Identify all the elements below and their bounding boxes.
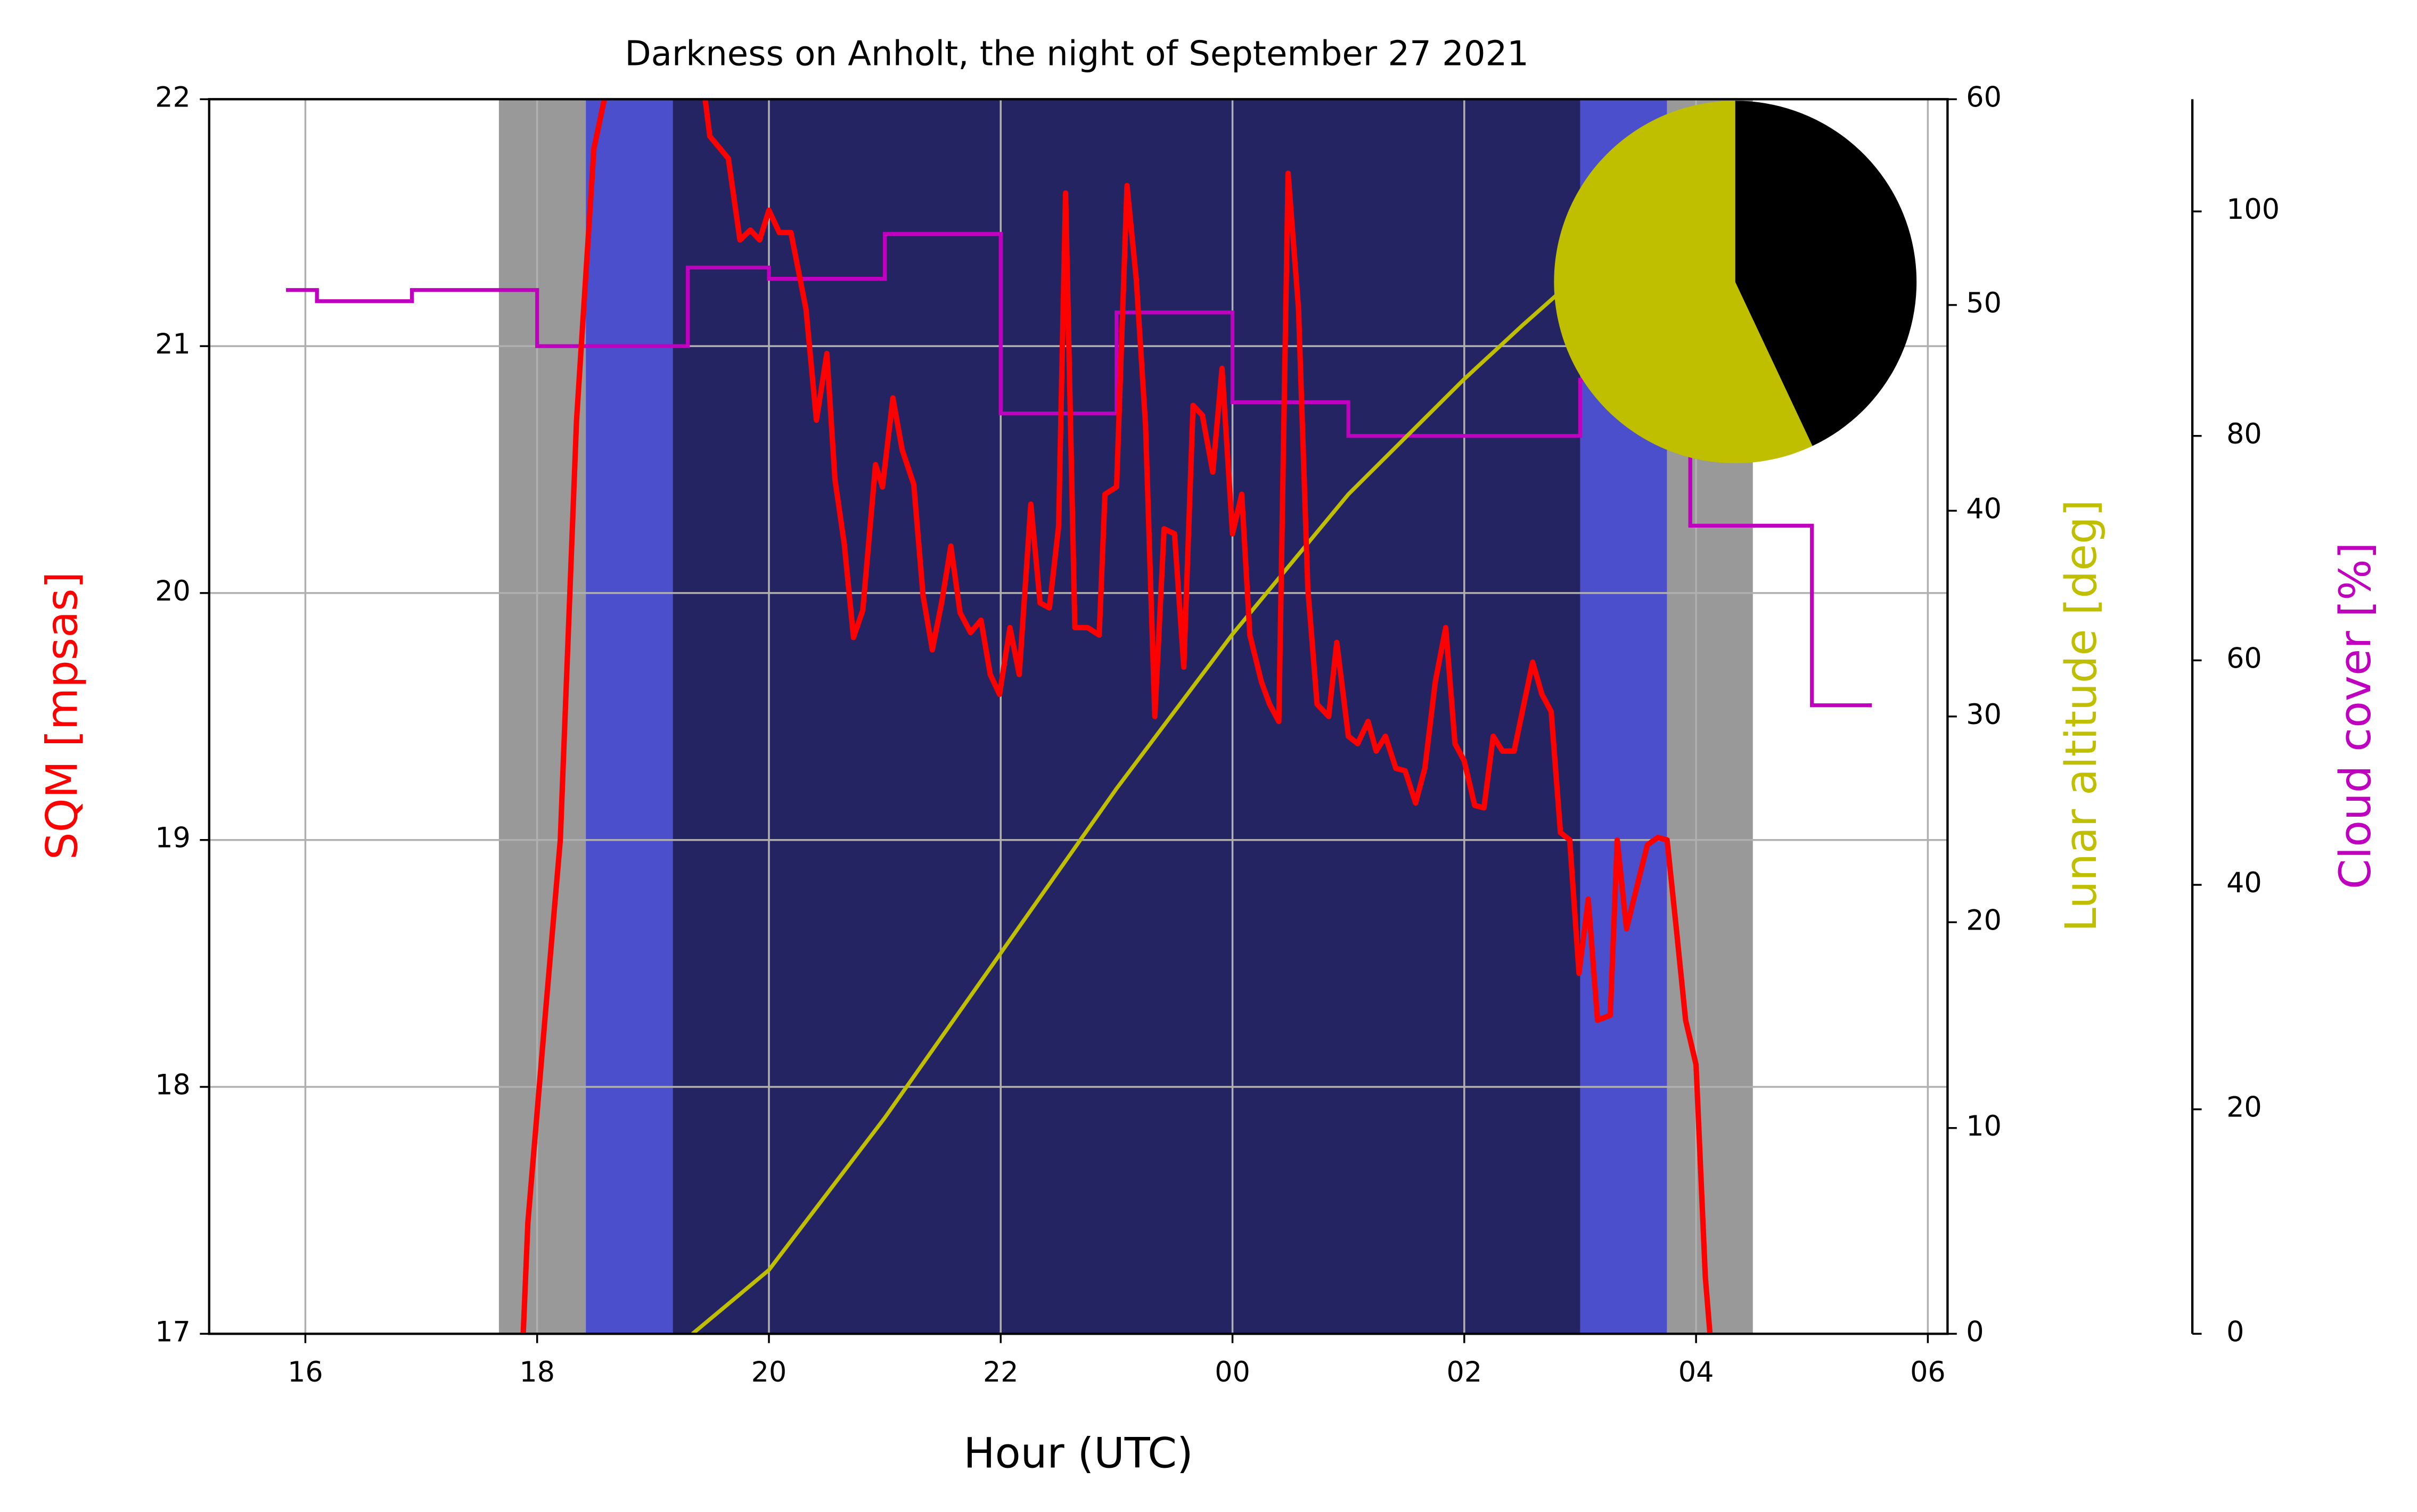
x-tick-label: 16 — [288, 1356, 323, 1388]
x-tick-label: 04 — [1678, 1356, 1714, 1388]
series-line — [691, 235, 1640, 1334]
y2-tick-label: 0 — [1966, 1316, 1984, 1348]
chart-title: Darkness on Anholt, the night of Septemb… — [625, 34, 1529, 73]
twilight-band — [586, 99, 673, 1334]
x-tick-label: 06 — [1910, 1356, 1946, 1388]
y2-tick-label: 40 — [1966, 492, 2002, 525]
y-axis-label: SQM [mpsas] — [37, 572, 88, 860]
twilight-band — [498, 99, 586, 1334]
x-tick-label: 22 — [983, 1356, 1019, 1388]
y-tick-label: 22 — [155, 81, 191, 113]
series-line — [520, 99, 1713, 1334]
y-tick-label: 18 — [155, 1069, 191, 1101]
plot-frame — [208, 98, 1949, 1335]
x-axis-label: Hour (UTC) — [964, 1429, 1193, 1478]
y2-tick-label: 50 — [1966, 287, 2002, 319]
pie-slice — [1735, 101, 1917, 446]
axes: 16 18 20 22 00 02 04 06 17 18 19 20 21 22 0 10 20 30 40 50 6… — [155, 81, 2280, 1388]
x-tick-label: 02 — [1447, 1356, 1482, 1388]
y-tick-label: 19 — [155, 822, 191, 854]
y-tick-label: 17 — [155, 1316, 191, 1348]
y3-tick-label: 0 — [2226, 1316, 2244, 1348]
x-tick-label: 00 — [1215, 1356, 1250, 1388]
data-lines — [286, 99, 1872, 1334]
y3-axis-label: Cloud cover [%] — [2330, 542, 2381, 889]
y2-tick-label: 60 — [1966, 81, 2002, 113]
pie-slice — [1554, 101, 1813, 464]
y3-tick-label: 60 — [2226, 642, 2262, 675]
y-tick-label: 20 — [155, 575, 191, 607]
y2-tick-label: 20 — [1966, 904, 2002, 936]
x-tick-label: 20 — [751, 1356, 787, 1388]
y3-tick-label: 40 — [2226, 867, 2262, 899]
twilight-band — [673, 99, 1580, 1334]
y3-tick-label: 100 — [2226, 193, 2280, 226]
y3-tick-label: 20 — [2226, 1091, 2262, 1124]
moon-phase-pie — [1554, 101, 1917, 464]
y3-tick-label: 80 — [2226, 418, 2262, 450]
y-tick-label: 21 — [155, 328, 191, 360]
y2-axis-label: Lunar altitude [deg] — [2056, 499, 2107, 932]
x-tick-label: 18 — [519, 1356, 555, 1388]
y2-tick-label: 10 — [1966, 1110, 2002, 1143]
y2-tick-label: 30 — [1966, 699, 2002, 731]
